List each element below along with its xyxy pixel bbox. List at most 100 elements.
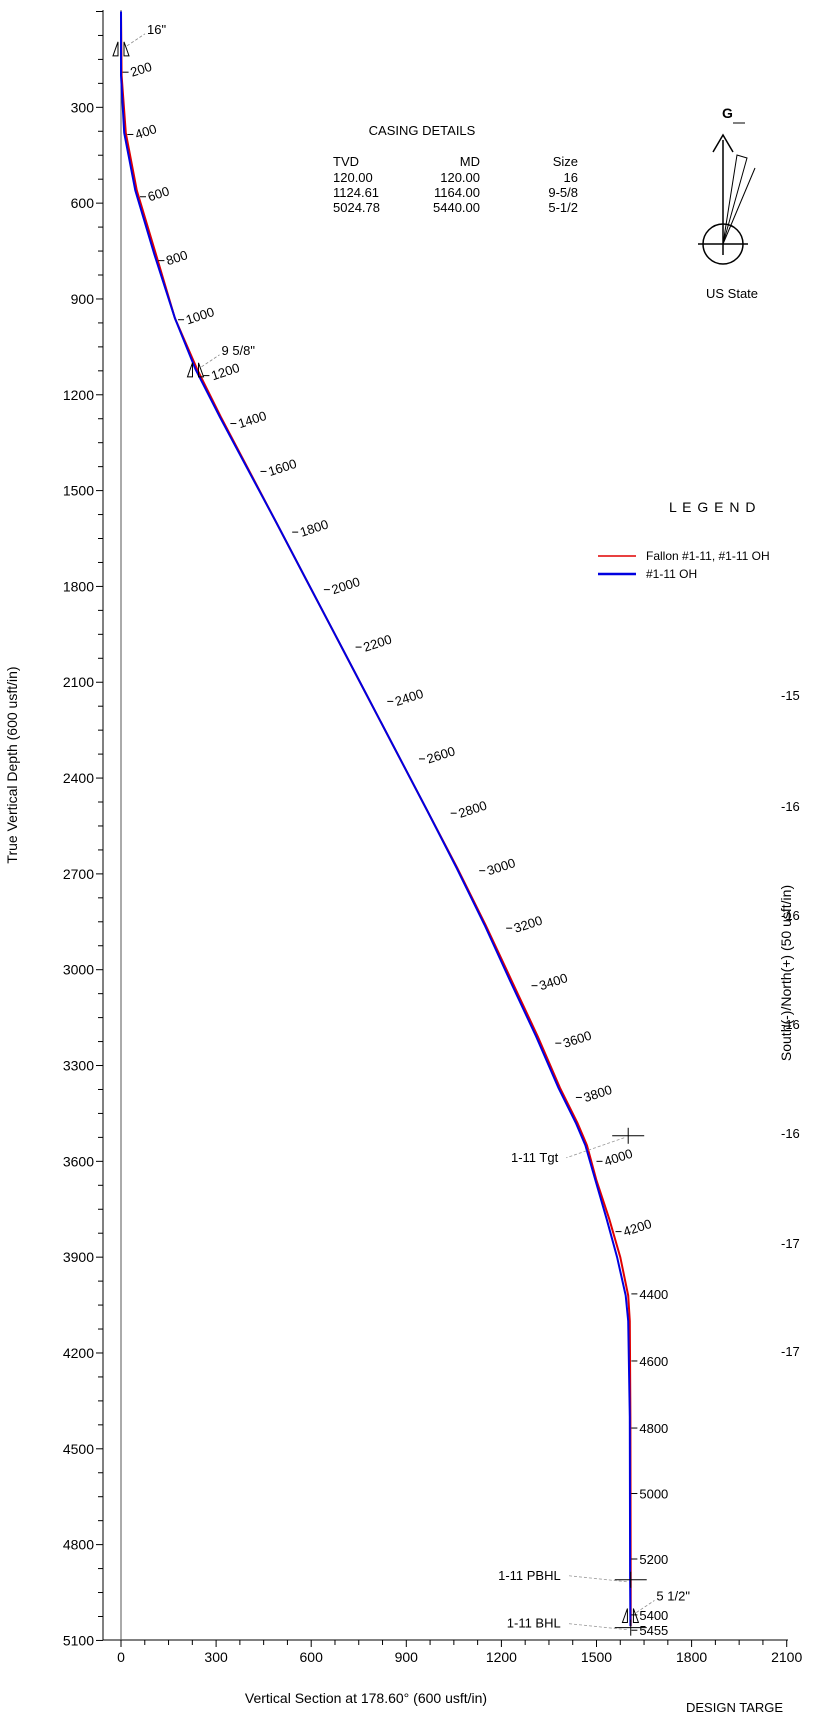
north-arrow: G US State bbox=[698, 105, 758, 301]
md-label: 2600 bbox=[425, 743, 457, 766]
casing-leader-line bbox=[126, 33, 146, 47]
series-line bbox=[120, 11, 632, 1627]
y-tick-label: 600 bbox=[71, 195, 95, 211]
target-label: 1-11 PBHL bbox=[498, 1568, 561, 1583]
north-arrowhead bbox=[712, 133, 734, 153]
target-leader-line bbox=[566, 1137, 625, 1159]
plan-tick-label: -16 bbox=[781, 908, 800, 923]
y-tick-label: 1500 bbox=[63, 483, 94, 499]
md-label: 4800 bbox=[639, 1421, 668, 1436]
target-label: 1-11 BHL bbox=[507, 1616, 561, 1631]
x-tick-label: 300 bbox=[204, 1649, 228, 1665]
md-label: 600 bbox=[146, 183, 171, 204]
casing-leader-line bbox=[201, 354, 220, 368]
casing-label: 9 5/8" bbox=[221, 343, 255, 358]
md-label: 5200 bbox=[639, 1552, 668, 1567]
plan-view-fragment: South(-)/North(+) (50 usft/in) -15 -16 -16 -… bbox=[778, 688, 800, 1359]
casing-shoe-marker bbox=[186, 362, 193, 378]
casing-table-cell: 5-1/2 bbox=[548, 200, 578, 215]
north-note: US State bbox=[706, 286, 758, 301]
casing-table-cell: 5024.78 bbox=[333, 200, 380, 215]
legend-label: Fallon #1-11, #1-11 OH bbox=[646, 549, 770, 563]
y-tick-label: 3000 bbox=[63, 962, 94, 978]
target-leader-line bbox=[568, 1623, 627, 1631]
x-tick-label: 600 bbox=[300, 1649, 324, 1665]
y-tick-label: 4800 bbox=[63, 1537, 94, 1553]
y-tick-label: 3600 bbox=[63, 1153, 94, 1169]
target-leader-line bbox=[568, 1575, 627, 1583]
y-tick-label: 4200 bbox=[63, 1345, 94, 1361]
casing-table-cell: 1124.61 bbox=[333, 185, 379, 200]
md-label: 1800 bbox=[298, 517, 330, 540]
series-group bbox=[120, 11, 632, 1627]
legend: L E G E N D Fallon #1-11, #1-11 OH #1-11 O… bbox=[598, 499, 770, 581]
md-label: 2200 bbox=[361, 632, 393, 655]
md-label: 1400 bbox=[236, 408, 268, 431]
md-label: 4400 bbox=[639, 1287, 668, 1302]
md-label: 3800 bbox=[582, 1082, 614, 1105]
annotations: 200 400 600 800 1000 1200 1400 1600 1800 2000 2200… bbox=[112, 22, 690, 1638]
y-tick-label: 3900 bbox=[63, 1249, 94, 1265]
x-tick-label: 1800 bbox=[676, 1649, 707, 1665]
target-label: 1-11 Tgt bbox=[511, 1150, 559, 1165]
md-label: 400 bbox=[133, 121, 158, 142]
md-label: 800 bbox=[164, 247, 189, 268]
y-tick-label: 5100 bbox=[63, 1632, 94, 1648]
casing-shoe-marker bbox=[632, 1608, 640, 1623]
casing-table-header: Size bbox=[553, 154, 578, 169]
x-tick-label: 2100 bbox=[771, 1649, 802, 1665]
md-label: 1000 bbox=[184, 304, 216, 327]
y-tick-label: 300 bbox=[71, 99, 95, 115]
casing-table-cell: 5440.00 bbox=[433, 200, 480, 215]
axes: 300 600 900 1200 1500 1800 2100 2400 2700 3000 330… bbox=[63, 10, 802, 1665]
md-label: 200 bbox=[128, 59, 153, 80]
casing-details-table: CASING DETAILS TVD MD Size 120.00 120.00 16 112… bbox=[333, 123, 578, 215]
plan-tick-label: -17 bbox=[781, 1236, 800, 1251]
y-tick-label: 900 bbox=[71, 291, 95, 307]
md-label: 5455 bbox=[639, 1623, 668, 1638]
y-tick-label: 3300 bbox=[63, 1058, 94, 1074]
md-label: 5400 bbox=[639, 1608, 668, 1623]
casing-shoe-marker bbox=[123, 41, 130, 57]
md-label: 3000 bbox=[485, 855, 517, 878]
magnetic-north-line bbox=[722, 167, 756, 245]
grid-convergence-marker bbox=[722, 154, 748, 245]
footer-fragment: DESIGN TARGE bbox=[686, 1700, 783, 1712]
y-axis-label: True Vertical Depth (600 usft/in) bbox=[4, 666, 20, 863]
y-tick-label: 1800 bbox=[63, 578, 94, 594]
md-label: 1600 bbox=[266, 456, 298, 479]
md-label: 3600 bbox=[561, 1028, 593, 1051]
casing-table-cell: 16 bbox=[564, 170, 578, 185]
x-tick-label: 1200 bbox=[486, 1649, 517, 1665]
md-label: 4200 bbox=[621, 1216, 653, 1239]
md-label: 3200 bbox=[512, 913, 544, 936]
legend-label: #1-11 OH bbox=[646, 567, 697, 581]
north-label: G bbox=[722, 105, 733, 121]
plan-tick-label: -16 bbox=[781, 1126, 800, 1141]
casing-table-cell: 9-5/8 bbox=[548, 185, 578, 200]
plan-tick-label: -16 bbox=[781, 1017, 800, 1032]
y-tick-label: 1200 bbox=[63, 387, 94, 403]
casing-table-cell: 120.00 bbox=[333, 170, 373, 185]
casing-shoe-marker bbox=[112, 41, 119, 57]
x-tick-label: 1500 bbox=[581, 1649, 612, 1665]
plan-y-axis-label: South(-)/North(+) (50 usft/in) bbox=[778, 885, 794, 1061]
x-tick-label: 900 bbox=[395, 1649, 419, 1665]
legend-title: L E G E N D bbox=[669, 499, 757, 515]
casing-table-title: CASING DETAILS bbox=[369, 123, 476, 138]
md-label: 2400 bbox=[393, 686, 425, 709]
plan-tick-label: -16 bbox=[781, 799, 800, 814]
md-label: 4600 bbox=[639, 1354, 668, 1369]
y-tick-label: 2100 bbox=[63, 674, 94, 690]
casing-label: 5 1/2" bbox=[656, 1588, 690, 1603]
md-label: 3400 bbox=[537, 970, 569, 993]
md-label: 2000 bbox=[330, 574, 362, 597]
casing-table-header: TVD bbox=[333, 154, 359, 169]
x-axis-label: Vertical Section at 178.60° (600 usft/in… bbox=[245, 1690, 487, 1706]
plan-tick-label: -17 bbox=[781, 1344, 800, 1359]
casing-label: 16" bbox=[147, 22, 166, 37]
plan-tick-label: -15 bbox=[781, 688, 800, 703]
casing-shoe-marker bbox=[197, 362, 205, 378]
y-tick-label: 2700 bbox=[63, 866, 94, 882]
